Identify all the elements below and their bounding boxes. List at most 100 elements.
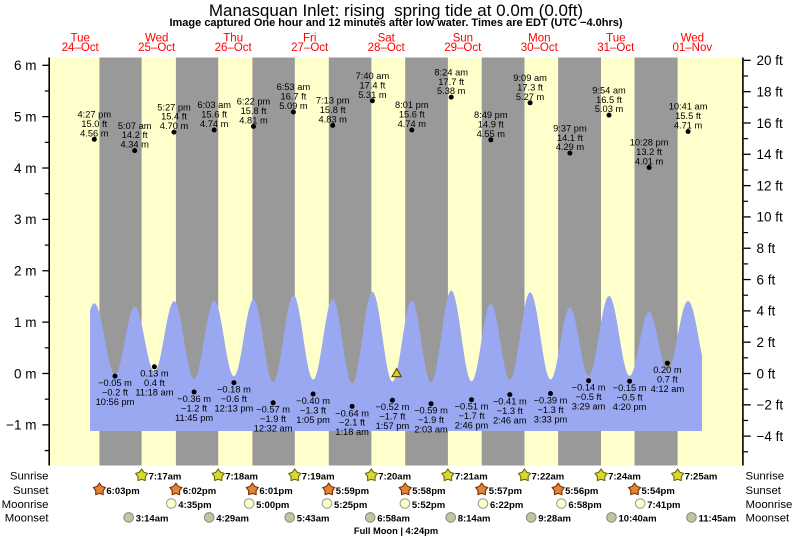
svg-text:6:22pm: 6:22pm <box>490 500 523 511</box>
svg-text:7:17am: 7:17am <box>149 472 182 483</box>
svg-text:5:57pm: 5:57pm <box>489 486 522 497</box>
svg-text:−0.6 ft: −0.6 ft <box>221 394 248 404</box>
svg-text:4:12 am: 4:12 am <box>651 384 685 394</box>
svg-text:−2 ft: −2 ft <box>757 398 784 413</box>
svg-text:Manasquan Inlet: rising sprin: Manasquan Inlet: rising spring tide at 0… <box>209 1 583 20</box>
svg-text:10:40am: 10:40am <box>619 514 657 525</box>
svg-text:5:58pm: 5:58pm <box>412 486 445 497</box>
svg-text:5.03 m: 5.03 m <box>595 104 624 114</box>
svg-text:Sun: Sun <box>453 32 473 44</box>
svg-text:4 m: 4 m <box>14 161 37 176</box>
svg-text:8:01 pm: 8:01 pm <box>395 100 429 110</box>
svg-text:3:14am: 3:14am <box>136 514 169 525</box>
svg-text:0 ft: 0 ft <box>757 366 776 381</box>
svg-text:1:57 pm: 1:57 pm <box>376 421 410 431</box>
svg-text:1:18 am: 1:18 am <box>335 427 369 437</box>
svg-text:4.71 m: 4.71 m <box>674 121 703 131</box>
svg-text:10:41 am: 10:41 am <box>669 102 708 112</box>
svg-text:4:27 pm: 4:27 pm <box>78 110 112 120</box>
svg-text:−0.5 ft: −0.5 ft <box>617 393 644 403</box>
svg-text:10:28 pm: 10:28 pm <box>630 138 669 148</box>
svg-text:4 ft: 4 ft <box>757 304 776 319</box>
svg-text:15.0 ft: 15.0 ft <box>81 119 107 129</box>
svg-text:−0.36 m: −0.36 m <box>177 394 211 404</box>
svg-text:12:13 pm: 12:13 pm <box>215 404 254 414</box>
svg-text:17.7 ft: 17.7 ft <box>438 77 464 87</box>
svg-text:2 m: 2 m <box>14 264 37 279</box>
svg-text:Image captured One hour and 12: Image captured One hour and 12 minutes a… <box>169 17 622 29</box>
svg-text:−1 m: −1 m <box>6 418 36 433</box>
svg-text:5:27 pm: 5:27 pm <box>157 102 191 112</box>
svg-text:0.13 m: 0.13 m <box>140 369 169 379</box>
svg-text:−1.7 ft: −1.7 ft <box>379 412 406 422</box>
svg-text:10 ft: 10 ft <box>757 210 784 225</box>
svg-text:4.55 m: 4.55 m <box>477 129 506 139</box>
svg-text:9:28am: 9:28am <box>538 514 571 525</box>
svg-text:Moonrise: Moonrise <box>746 499 793 511</box>
svg-text:4.34 m: 4.34 m <box>120 140 149 150</box>
svg-text:27–Oct: 27–Oct <box>291 42 329 54</box>
svg-text:Moonset: Moonset <box>5 513 50 525</box>
svg-text:4:35pm: 4:35pm <box>178 500 211 511</box>
svg-text:4.74 m: 4.74 m <box>200 119 229 129</box>
svg-text:01–Nov: 01–Nov <box>672 42 712 54</box>
svg-text:0 m: 0 m <box>14 366 37 381</box>
svg-text:8:49 pm: 8:49 pm <box>474 110 508 120</box>
svg-text:−0.40 m: −0.40 m <box>296 396 330 406</box>
svg-text:20 ft: 20 ft <box>757 53 784 68</box>
svg-text:30–Oct: 30–Oct <box>521 42 559 54</box>
svg-text:−1.3 ft: −1.3 ft <box>497 406 524 416</box>
svg-text:−0.64 m: −0.64 m <box>335 408 369 418</box>
svg-text:7:19am: 7:19am <box>302 472 335 483</box>
svg-text:8 ft: 8 ft <box>757 241 776 256</box>
svg-text:17.3 ft: 17.3 ft <box>517 82 543 92</box>
svg-text:−1.2 ft: −1.2 ft <box>181 403 208 413</box>
svg-text:7:41pm: 7:41pm <box>647 500 680 511</box>
svg-text:5:00pm: 5:00pm <box>256 500 289 511</box>
svg-text:−0.41 m: −0.41 m <box>493 397 527 407</box>
svg-text:6:22 pm: 6:22 pm <box>237 97 271 107</box>
svg-text:24–Oct: 24–Oct <box>62 42 100 54</box>
svg-text:5 m: 5 m <box>14 110 37 125</box>
svg-text:−0.15 m: −0.15 m <box>613 383 647 393</box>
svg-text:4.83 m: 4.83 m <box>318 115 347 125</box>
svg-text:5.27 m: 5.27 m <box>516 92 545 102</box>
svg-text:15.5 ft: 15.5 ft <box>675 111 701 121</box>
svg-text:16.5 ft: 16.5 ft <box>596 95 622 105</box>
svg-text:−2.1 ft: −2.1 ft <box>339 418 366 428</box>
svg-text:3:33 pm: 3:33 pm <box>534 414 568 424</box>
svg-text:18 ft: 18 ft <box>757 85 784 100</box>
svg-text:4:29am: 4:29am <box>216 514 249 525</box>
svg-text:Thu: Thu <box>223 32 243 44</box>
svg-text:7:40 am: 7:40 am <box>356 71 390 81</box>
svg-text:11:18 am: 11:18 am <box>135 388 173 398</box>
svg-text:12:32 am: 12:32 am <box>254 424 293 434</box>
svg-text:4.70 m: 4.70 m <box>160 121 189 131</box>
svg-text:11:45 pm: 11:45 pm <box>175 413 213 423</box>
svg-text:6:53 am: 6:53 am <box>277 82 311 92</box>
svg-text:14.1 ft: 14.1 ft <box>557 133 583 143</box>
svg-text:8:24 am: 8:24 am <box>434 67 468 77</box>
svg-text:10:56 pm: 10:56 pm <box>96 397 135 407</box>
svg-text:Wed: Wed <box>145 32 168 44</box>
svg-text:6:02pm: 6:02pm <box>183 486 216 497</box>
svg-text:28–Oct: 28–Oct <box>368 42 406 54</box>
svg-text:14.9 ft: 14.9 ft <box>478 119 504 129</box>
svg-text:−4 ft: −4 ft <box>757 429 784 444</box>
svg-text:9:54 am: 9:54 am <box>592 85 626 95</box>
svg-text:Sunrise: Sunrise <box>746 471 785 483</box>
svg-text:5:54pm: 5:54pm <box>642 486 675 497</box>
svg-text:6:58pm: 6:58pm <box>568 500 601 511</box>
svg-text:−1.9 ft: −1.9 ft <box>260 414 287 424</box>
svg-text:7:18am: 7:18am <box>225 472 258 483</box>
svg-text:Tue: Tue <box>71 32 90 44</box>
svg-text:12 ft: 12 ft <box>757 178 784 193</box>
svg-text:2:03 am: 2:03 am <box>414 425 448 435</box>
svg-text:3:29 am: 3:29 am <box>572 402 606 412</box>
svg-text:5.38 m: 5.38 m <box>437 86 466 96</box>
svg-text:Sunset: Sunset <box>13 485 49 497</box>
svg-text:Mon: Mon <box>528 32 550 44</box>
svg-text:4.01 m: 4.01 m <box>635 157 664 167</box>
svg-text:−1.7 ft: −1.7 ft <box>458 411 485 421</box>
svg-text:7:24am: 7:24am <box>608 472 641 483</box>
